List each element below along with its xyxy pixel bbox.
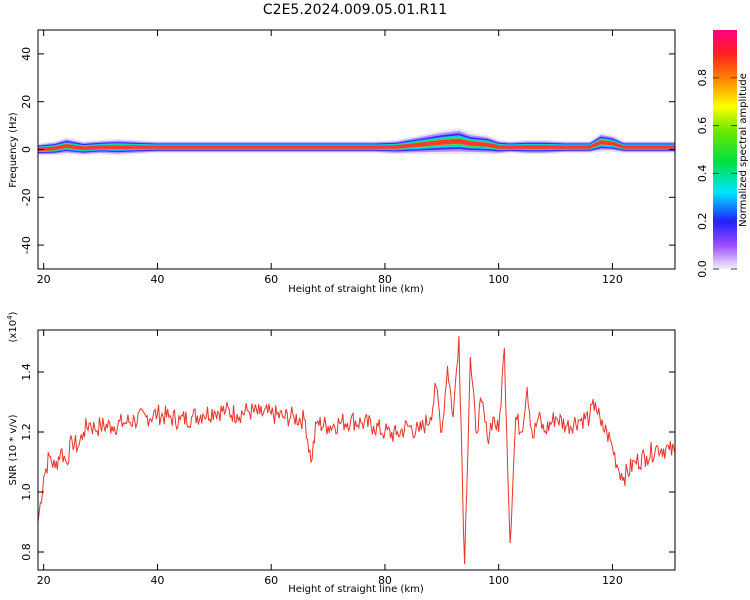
spectrogram-y-ticks: -40 -20 0 20 40 bbox=[20, 47, 675, 254]
snr-y-ticks: 0.8 1.0 1.2 1.4 bbox=[20, 363, 675, 561]
x-tick-label: 60 bbox=[264, 574, 278, 587]
spectrogram-x-ticks: 20 40 60 80 100 120 bbox=[37, 30, 623, 286]
snr-y-label: SNR (10 * v/v) bbox=[8, 414, 19, 485]
y-tick-label: 1.2 bbox=[20, 423, 33, 441]
colorbar-tick-label: 0.4 bbox=[696, 165, 709, 183]
spectrogram-panel: 20 40 60 80 100 120 -40 -20 0 20 40 Height of str… bbox=[8, 29, 676, 295]
colorbar-tick-label: 0.2 bbox=[696, 212, 709, 230]
x-tick-label: 20 bbox=[37, 273, 51, 286]
snr-line bbox=[38, 335, 675, 565]
colorbar-tick-label: 0.0 bbox=[696, 260, 709, 278]
x-tick-label: 40 bbox=[150, 273, 164, 286]
y-tick-label: 0 bbox=[20, 146, 33, 153]
colorbar-gradient bbox=[713, 30, 737, 269]
y-tick-label: -40 bbox=[20, 236, 33, 254]
snr-frame bbox=[37, 329, 676, 571]
x-tick-label: 100 bbox=[488, 273, 509, 286]
x-tick-label: 60 bbox=[264, 273, 278, 286]
snr-x-ticks: 20 40 60 80 100 120 bbox=[37, 330, 623, 587]
y-tick-label: 20 bbox=[20, 95, 33, 109]
x-tick-label: 120 bbox=[602, 273, 623, 286]
spectrogram-y-label: Frequency (Hz) bbox=[8, 112, 19, 188]
y-tick-label: 1.0 bbox=[20, 483, 33, 501]
figure-title: C2E5.2024.009.05.01.R11 bbox=[263, 2, 447, 18]
x-tick-label: 80 bbox=[378, 273, 392, 286]
colorbar-tick-label: 0.8 bbox=[696, 69, 709, 87]
snr-scale-exponent: 4 bbox=[6, 315, 14, 320]
y-tick-label: 0.8 bbox=[20, 543, 33, 561]
spectral-band bbox=[38, 128, 675, 156]
snr-panel: 20 40 60 80 100 120 0.8 1.0 1.2 1.4 Height of st… bbox=[6, 311, 676, 595]
colorbar-label: Normalized spectral amplitude bbox=[738, 73, 749, 227]
x-tick-label: 120 bbox=[602, 574, 623, 587]
colorbar-ticks: 0.0 0.2 0.4 0.6 0.8 bbox=[696, 69, 737, 278]
y-tick-label: 1.4 bbox=[20, 363, 33, 381]
x-tick-label: 20 bbox=[37, 574, 51, 587]
snr-x-label: Height of straight line (km) bbox=[288, 584, 424, 595]
y-tick-label: -20 bbox=[20, 188, 33, 206]
x-tick-label: 40 bbox=[150, 574, 164, 587]
colorbar-tick-label: 0.6 bbox=[696, 117, 709, 135]
snr-scale-label: (x104) bbox=[6, 311, 19, 342]
y-tick-label: 40 bbox=[20, 47, 33, 61]
x-tick-label: 100 bbox=[488, 574, 509, 587]
band-level-6 bbox=[38, 138, 675, 152]
x-tick-label: 80 bbox=[378, 574, 392, 587]
colorbar: 0.0 0.2 0.4 0.6 0.8 Normalized spectral ampl… bbox=[696, 30, 749, 278]
spectrogram-x-label: Height of straight line (km) bbox=[288, 284, 424, 295]
